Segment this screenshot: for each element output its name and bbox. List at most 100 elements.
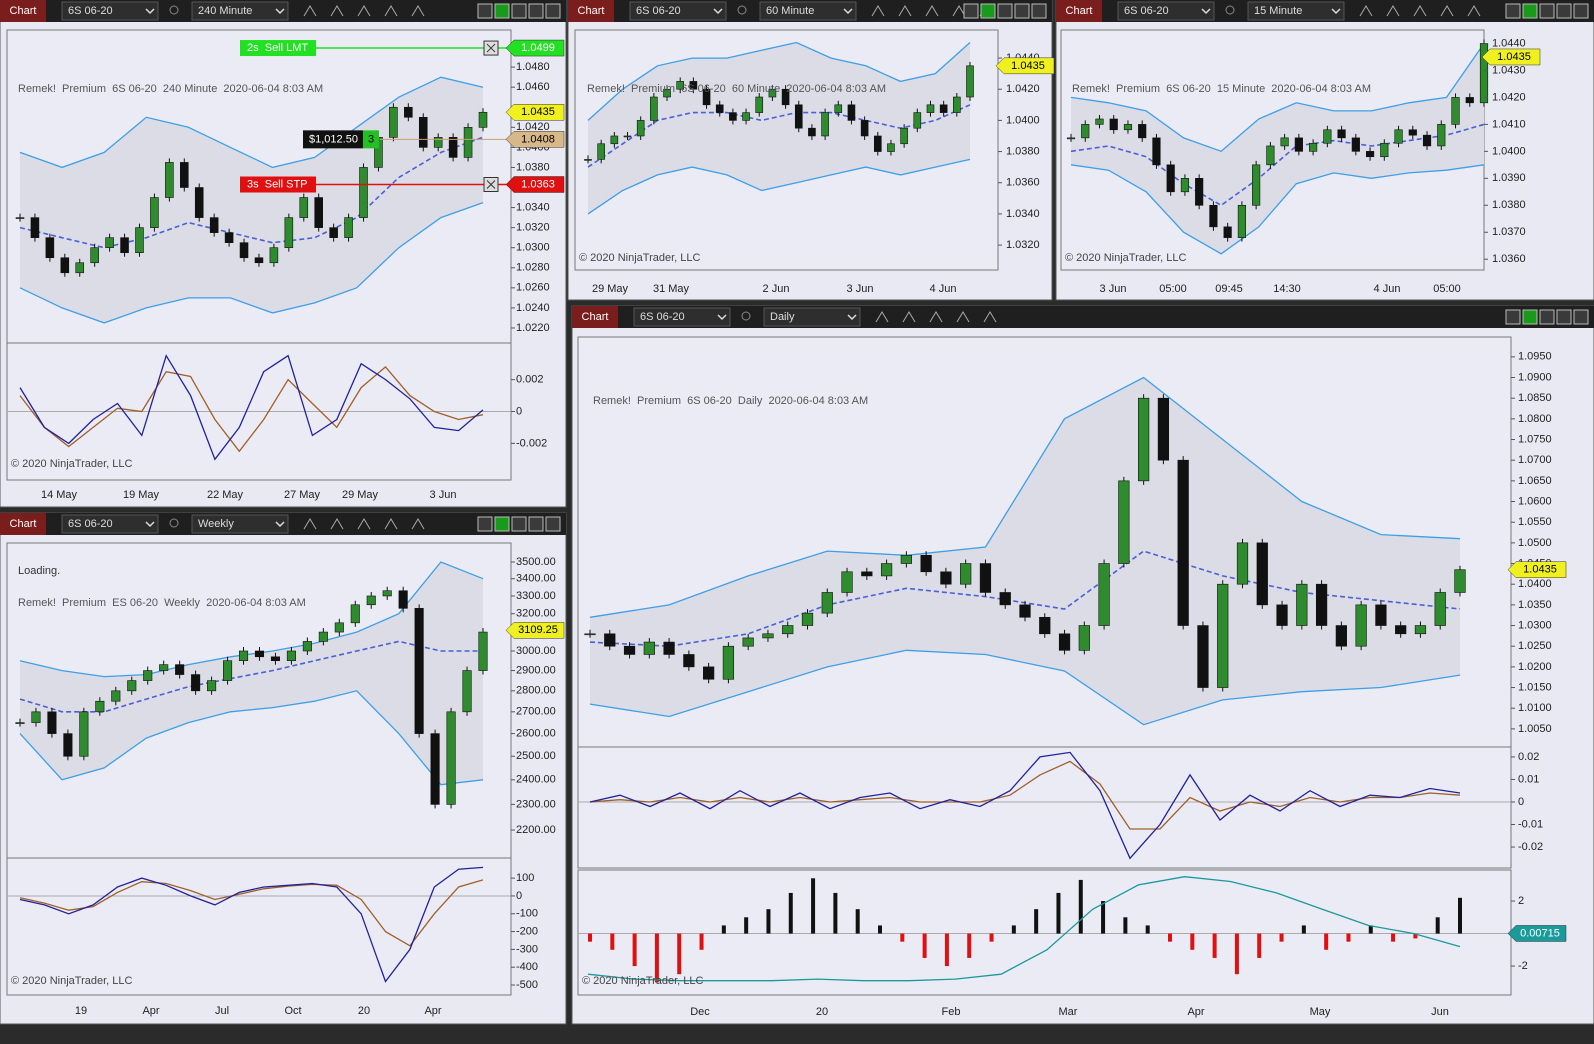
toolbar-icon[interactable]: [871, 5, 885, 17]
candle: [1465, 97, 1474, 104]
window-button[interactable]: [528, 3, 544, 19]
window-button[interactable]: [1505, 3, 1521, 19]
instrument-selector[interactable]: [61, 514, 159, 534]
candle: [953, 96, 961, 113]
window-button[interactable]: [528, 516, 544, 532]
chart-button[interactable]: [0, 0, 46, 22]
interval-selector[interactable]: [191, 1, 289, 21]
instrument-label: 6S 06-20: [1124, 5, 1169, 17]
window-button[interactable]: [1539, 309, 1555, 325]
candle: [269, 247, 279, 264]
chart-button[interactable]: [572, 306, 618, 328]
search-icon[interactable]: [1225, 5, 1235, 15]
candle: [1395, 625, 1407, 635]
window-button[interactable]: [545, 516, 561, 532]
window-button[interactable]: [1014, 3, 1030, 19]
instrument-label: 6S 06-20: [68, 518, 113, 530]
link-button[interactable]: [1522, 309, 1538, 325]
link-button[interactable]: [980, 3, 996, 19]
chart-button[interactable]: [0, 513, 46, 535]
order-label-box[interactable]: [240, 176, 316, 193]
instrument-selector[interactable]: [633, 307, 731, 327]
window-button[interactable]: [1539, 3, 1555, 19]
candle: [610, 135, 619, 145]
interval-selector[interactable]: [759, 1, 857, 21]
histogram-bar: [1413, 933, 1418, 939]
chart-button[interactable]: [1056, 0, 1102, 22]
dropdown-caret: [713, 8, 723, 15]
y-tick-label: 1.0410: [1492, 118, 1526, 130]
instrument-selector[interactable]: [61, 1, 159, 21]
histogram-bar: [967, 933, 972, 958]
toolbar-icon[interactable]: [983, 311, 997, 323]
y-tick-label: 2300.00: [516, 798, 556, 810]
toolbar-icon[interactable]: [1413, 5, 1427, 17]
window-button[interactable]: [545, 3, 561, 19]
window-button[interactable]: [1505, 309, 1521, 325]
candle: [715, 104, 724, 113]
toolbar-icon[interactable]: [357, 5, 371, 17]
window-button[interactable]: [1573, 3, 1589, 19]
toolbar-icon[interactable]: [384, 518, 398, 530]
y-tick-label: 1.0440: [1492, 37, 1526, 49]
interval-selector[interactable]: [763, 307, 861, 327]
toolbar-icon[interactable]: [357, 518, 371, 530]
toolbar-icon[interactable]: [1386, 5, 1400, 17]
window-button[interactable]: [997, 3, 1013, 19]
price-marker-label: 1.0435: [1523, 564, 1557, 576]
toolbar-icon[interactable]: [952, 5, 966, 17]
window-button[interactable]: [511, 3, 527, 19]
toolbar-icon[interactable]: [303, 518, 317, 530]
y-tick-label: 2600.00: [516, 728, 556, 740]
link-button[interactable]: [494, 3, 510, 19]
toolbar-icon[interactable]: [330, 518, 344, 530]
window-button[interactable]: [1556, 3, 1572, 19]
histogram-bar: [721, 925, 726, 934]
y-tick-label: 1.0280: [516, 262, 550, 274]
x-tick-label: 20: [816, 1006, 828, 1018]
link-button[interactable]: [494, 516, 510, 532]
instrument-selector[interactable]: [1117, 1, 1215, 21]
search-icon[interactable]: [741, 311, 751, 321]
search-icon[interactable]: [737, 5, 747, 15]
y-tick-label: 2: [1518, 895, 1524, 907]
window-button[interactable]: [1573, 309, 1589, 325]
instrument-selector[interactable]: [629, 1, 727, 21]
interval-selector[interactable]: [1247, 1, 1345, 21]
candle: [650, 96, 658, 121]
window-button[interactable]: [963, 3, 979, 19]
window-button[interactable]: [511, 516, 527, 532]
window-button[interactable]: [477, 516, 493, 532]
toolbar-icon[interactable]: [384, 5, 398, 17]
toolbar-icon[interactable]: [411, 5, 425, 17]
candle: [801, 612, 814, 626]
toolbar-icon[interactable]: [902, 311, 916, 323]
link-button[interactable]: [1522, 3, 1538, 19]
candle: [702, 88, 711, 106]
toolbar-icon[interactable]: [1440, 5, 1454, 17]
toolbar-icon[interactable]: [925, 5, 939, 17]
window-button[interactable]: [477, 3, 493, 19]
interval-selector[interactable]: [191, 514, 289, 534]
search-icon[interactable]: [169, 5, 179, 15]
toolbar-icon[interactable]: [1359, 5, 1373, 17]
toolbar-icon[interactable]: [303, 5, 317, 17]
toolbar-icon[interactable]: [330, 5, 344, 17]
y-tick-label: -400: [516, 961, 538, 973]
toolbar-icon[interactable]: [929, 311, 943, 323]
candle: [643, 641, 655, 655]
order-label-box[interactable]: [240, 40, 316, 57]
search-icon[interactable]: [169, 518, 179, 528]
window-button[interactable]: [1556, 309, 1572, 325]
toolbar-icon[interactable]: [898, 5, 912, 17]
toolbar-icon[interactable]: [875, 311, 889, 323]
toolbar-icon[interactable]: [1467, 5, 1481, 17]
toolbar-icon[interactable]: [411, 518, 425, 530]
candle: [1098, 563, 1110, 626]
window-button[interactable]: [1031, 3, 1047, 19]
toolbar-icon[interactable]: [956, 311, 970, 323]
candle: [920, 554, 932, 573]
chart-button[interactable]: [568, 0, 614, 22]
candle: [111, 690, 121, 702]
